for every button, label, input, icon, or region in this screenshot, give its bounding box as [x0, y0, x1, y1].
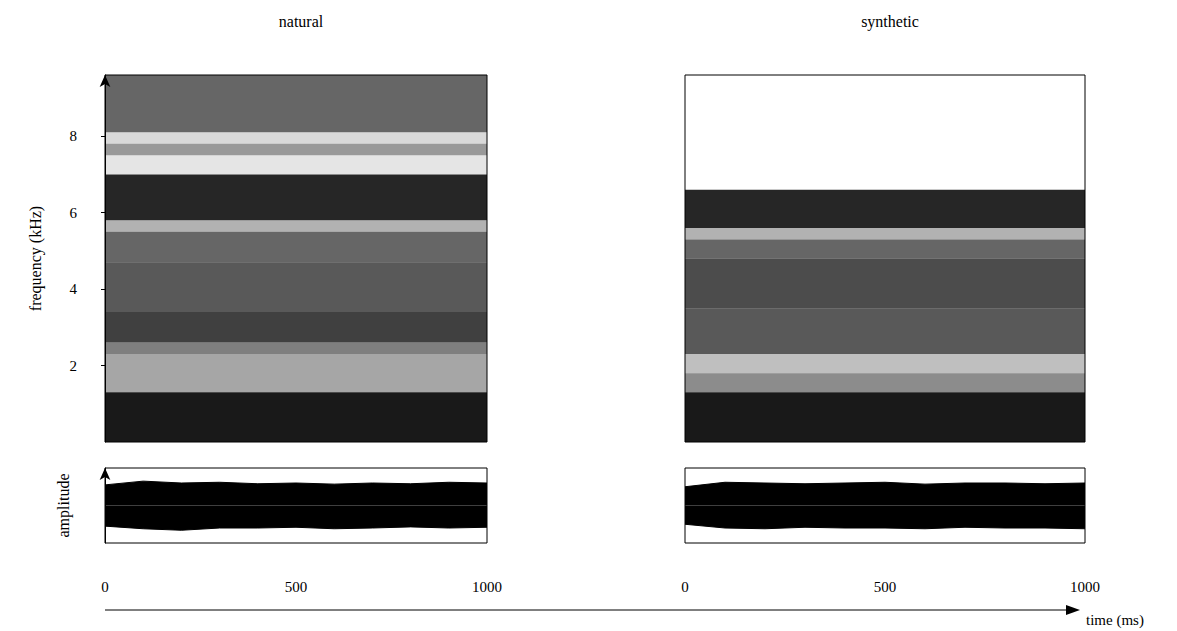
- svg-text:8: 8: [70, 128, 78, 144]
- svg-text:amplitude: amplitude: [55, 474, 73, 538]
- svg-text:1000: 1000: [1070, 579, 1100, 595]
- svg-text:4: 4: [70, 281, 78, 297]
- svg-text:natural: natural: [279, 13, 324, 30]
- svg-text:2: 2: [70, 358, 78, 374]
- svg-text:0: 0: [101, 579, 109, 595]
- svg-text:synthetic: synthetic: [861, 13, 919, 31]
- svg-text:time (ms): time (ms): [1086, 612, 1144, 629]
- svg-text:500: 500: [285, 579, 308, 595]
- svg-text:6: 6: [70, 205, 78, 221]
- svg-text:1000: 1000: [472, 579, 502, 595]
- svg-text:frequency (kHz): frequency (kHz): [27, 206, 45, 311]
- svg-text:500: 500: [874, 579, 897, 595]
- svg-text:0: 0: [681, 579, 689, 595]
